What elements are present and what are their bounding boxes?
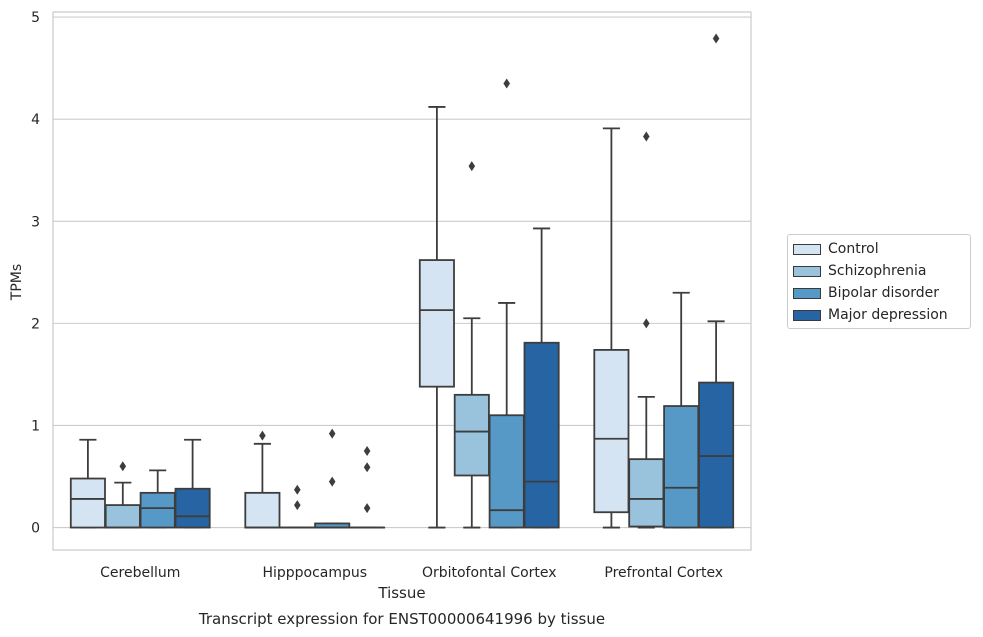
legend-item-bipolar-disorder: Bipolar disorder (793, 284, 939, 302)
outlier-point (294, 500, 301, 511)
plot-frame (52, 11, 752, 551)
y-tick-label: 0 (31, 521, 40, 537)
box-orbitofontal-cortex-schizophrenia (453, 161, 490, 529)
box-body (104, 504, 141, 529)
box-body (244, 491, 281, 529)
y-tick-label: 3 (31, 214, 40, 230)
legend-label-bipolar-disorder: Bipolar disorder (828, 285, 940, 301)
box-body (523, 341, 560, 529)
y-tick-label: 1 (31, 418, 40, 434)
legend-label-control: Control (828, 241, 879, 257)
box-hipppocampus-bipolar-disorder (314, 428, 351, 529)
boxes (69, 33, 735, 529)
box-body (174, 487, 211, 529)
box-cerebellum-schizophrenia (104, 461, 141, 529)
legend-item-schizophrenia: Schizophrenia (793, 262, 926, 280)
legend-swatch-schizophrenia (793, 265, 821, 277)
outlier-point (259, 430, 266, 441)
outlier-point (643, 318, 650, 329)
box-body (628, 458, 665, 528)
y-axis-label: TPMs (9, 264, 25, 301)
legend-label-schizophrenia: Schizophrenia (828, 263, 927, 279)
box-body (453, 393, 490, 477)
outlier-point (712, 33, 720, 44)
legend-swatch-control (793, 243, 821, 255)
box-prefrontal-cortex-control (593, 127, 630, 529)
box-prefrontal-cortex-schizophrenia (628, 131, 665, 529)
box-body (488, 414, 525, 529)
x-tick-label: Hipppocampus (262, 565, 367, 581)
legend-label-major-depression: Major depression (828, 307, 948, 323)
outlier-point (363, 503, 371, 514)
chart-title: Transcript expression for ENST0000064199… (198, 610, 605, 628)
y-tick-label: 5 (31, 10, 40, 26)
box-orbitofontal-cortex-major-depression (523, 227, 560, 529)
grid-lines (53, 16, 751, 529)
y-tick-label: 2 (31, 316, 40, 332)
outlier-point (328, 428, 336, 439)
box-body (593, 349, 630, 514)
outlier-point (363, 445, 371, 456)
legend-swatch-bipolar-disorder (793, 287, 821, 299)
box-cerebellum-control (69, 438, 106, 529)
box-prefrontal-cortex-bipolar-disorder (663, 291, 700, 529)
outlier-point (643, 131, 650, 142)
legend: Control Schizophrenia Bipolar disorder M… (787, 234, 971, 329)
outlier-point (294, 484, 301, 495)
x-tick-label: Cerebellum (100, 565, 180, 581)
box-hipppocampus-control (244, 430, 281, 529)
box-body (663, 405, 700, 529)
box-body (139, 491, 176, 529)
box-cerebellum-major-depression (174, 438, 211, 529)
legend-item-control: Control (793, 240, 879, 258)
box-hipppocampus-schizophrenia (279, 484, 316, 529)
outlier-point (468, 161, 476, 172)
outlier-point (363, 462, 371, 473)
x-tick-label: Prefrontal Cortex (604, 565, 723, 581)
y-tick-label: 4 (31, 112, 40, 128)
box-hipppocampus-major-depression (349, 445, 386, 529)
box-orbitofontal-cortex-bipolar-disorder (488, 78, 525, 529)
box-prefrontal-cortex-major-depression (698, 33, 735, 529)
x-axis-label: Tissue (377, 584, 425, 602)
box-body (698, 381, 735, 529)
x-tick-label: Orbitofontal Cortex (422, 565, 557, 581)
box-body (69, 477, 106, 529)
outlier-point (503, 78, 510, 89)
box-orbitofontal-cortex-control (418, 106, 455, 529)
outlier-point (119, 461, 127, 472)
x-tick-labels: Cerebellum Hipppocampus Orbitofontal Corte… (100, 565, 723, 581)
y-tick-labels: 0 1 2 3 4 5 (31, 10, 40, 536)
legend-swatch-major-depression (793, 309, 821, 321)
box-body (418, 259, 455, 388)
legend-item-major-depression: Major depression (793, 306, 948, 324)
box-cerebellum-bipolar-disorder (139, 469, 176, 529)
outlier-point (328, 476, 336, 487)
